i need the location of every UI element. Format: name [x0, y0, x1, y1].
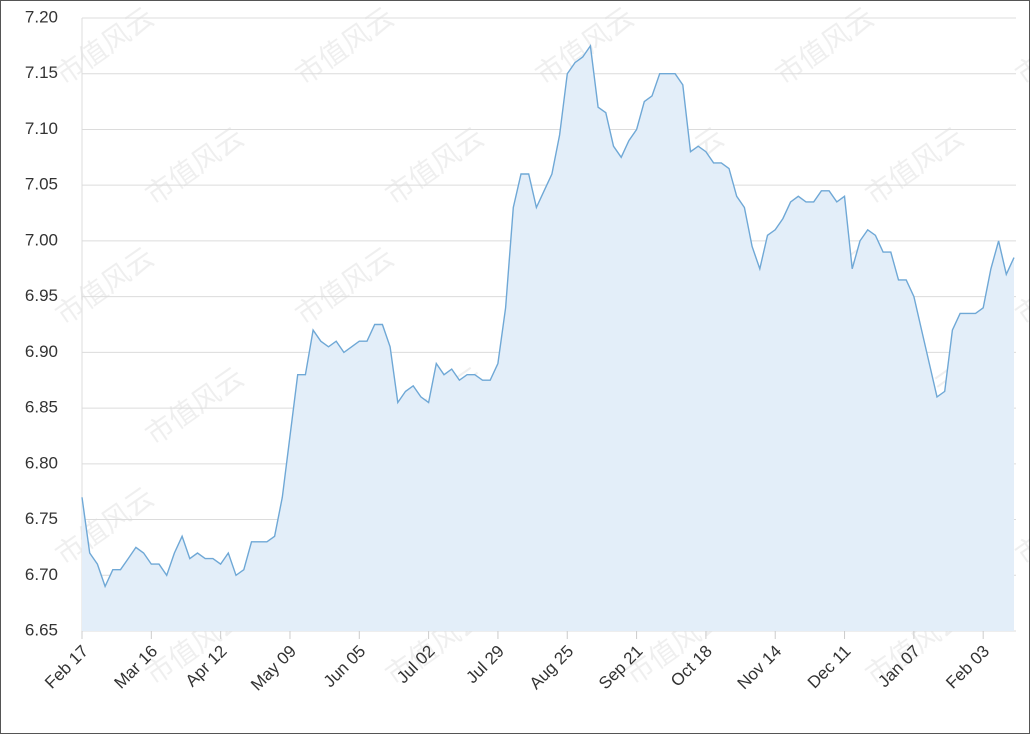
- y-tick-label: 6.95: [25, 286, 58, 305]
- y-tick-label: 6.70: [25, 565, 58, 584]
- area: [82, 45, 1014, 631]
- y-tick-label: 7.00: [25, 230, 58, 249]
- y-tick-label: 7.10: [25, 119, 58, 138]
- y-tick-label: 6.90: [25, 342, 58, 361]
- y-tick-label: 7.15: [25, 63, 58, 82]
- y-tick-label: 6.75: [25, 509, 58, 528]
- y-tick-label: 6.85: [25, 398, 58, 417]
- y-tick-label: 6.65: [25, 620, 58, 639]
- y-tick-label: 7.05: [25, 175, 58, 194]
- y-tick-label: 7.20: [25, 7, 58, 26]
- y-tick-label: 6.80: [25, 453, 58, 472]
- line: [81, 43, 1015, 589]
